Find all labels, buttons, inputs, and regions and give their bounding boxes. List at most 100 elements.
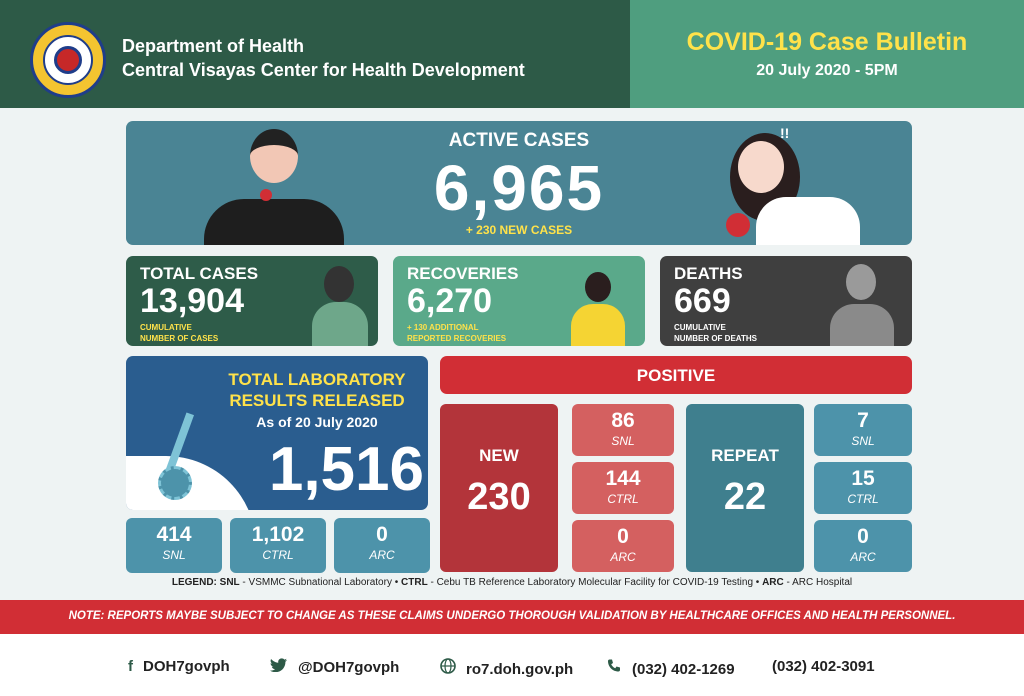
lab-arc-label: ARC <box>369 548 395 562</box>
new-positive-box: NEW 230 <box>440 404 558 572</box>
legend-snl-text: - VSMMC Subnational Laboratory • <box>239 577 402 588</box>
phone-contact[interactable]: (032) 402-1269 <box>606 658 735 678</box>
positive-header: POSITIVE <box>440 356 912 394</box>
new-snl-value: 86 <box>611 409 635 432</box>
new-arc-value: 0 <box>617 525 629 548</box>
org-line-2: Central Visayas Center for Health Develo… <box>122 60 525 80</box>
footer-contacts: f DOH7govph @DOH7govph ro7.doh.gov.ph (03… <box>0 634 1024 696</box>
happy-person-illustration <box>557 266 641 346</box>
facebook-handle: DOH7govph <box>143 658 230 675</box>
org-line-1: Department of Health <box>122 36 305 56</box>
phone-contact-2[interactable]: (032) 402-3091 <box>772 658 875 675</box>
grey-person-illustration <box>824 264 900 346</box>
bulletin-title: COVID-19 Case Bulletin <box>686 28 968 56</box>
lab-title: TOTAL LABORATORY RESULTS RELEASED <box>212 369 422 411</box>
repeat-positive-box: REPEAT 22 <box>686 404 804 572</box>
recoveries-card: RECOVERIES 6,270 + 130 ADDITIONAL REPORT… <box>393 256 645 346</box>
repeat-snl-label: SNL <box>851 434 875 448</box>
facebook-link[interactable]: f DOH7govph <box>128 658 230 675</box>
legend-arc-key: ARC <box>762 577 784 588</box>
virus-test-illustration <box>148 412 208 502</box>
recoveries-note-line1: + 130 ADDITIONAL <box>407 323 479 332</box>
deaths-value: 669 <box>674 282 731 320</box>
repeat-label: REPEAT <box>711 446 779 465</box>
legend-arc-text: - ARC Hospital <box>783 577 853 588</box>
repeat-value: 22 <box>723 476 767 518</box>
total-note-line1: CUMULATIVE <box>140 323 192 332</box>
legend-snl-key: SNL <box>219 577 240 588</box>
disclaimer-text: NOTE: REPORTS MAYBE SUBJECT TO CHANGE AS… <box>68 610 956 622</box>
bulletin-date: 20 July 2020 - 5PM <box>756 62 898 79</box>
lab-arc-value: 0 <box>376 523 388 546</box>
lab-tile-ctrl: 1,102 CTRL <box>230 518 326 573</box>
facebook-icon: f <box>128 658 133 675</box>
active-cases-label: ACTIVE CASES <box>448 130 590 151</box>
repeat-snl-value: 7 <box>857 409 869 432</box>
phone-number-1: (032) 402-1269 <box>632 661 735 678</box>
recoveries-note-line2: REPORTED RECOVERIES <box>407 334 507 343</box>
lab-title-line1: TOTAL LABORATORY <box>228 370 406 389</box>
doh-seal-logo <box>30 22 106 98</box>
disclaimer-bar: NOTE: REPORTS MAYBE SUBJECT TO CHANGE AS… <box>0 600 1024 634</box>
new-arc-label: ARC <box>610 550 636 564</box>
deaths-card: DEATHS 669 CUMULATIVE NUMBER OF DEATHS <box>660 256 912 346</box>
phone-icon <box>606 658 622 678</box>
new-snl-label: SNL <box>611 434 635 448</box>
legend-prefix: LEGEND: <box>171 577 217 588</box>
lab-snl-label: SNL <box>162 548 186 562</box>
website-link[interactable]: ro7.doh.gov.ph <box>440 658 573 678</box>
legend-ctrl-text: - Cebu TB Reference Laboratory Molecular… <box>427 577 763 588</box>
deaths-note-line2: NUMBER OF DEATHS <box>674 334 757 343</box>
active-cases-value: 6,965 <box>433 152 605 224</box>
repeat-ctrl-value: 15 <box>851 467 875 490</box>
website-url: ro7.doh.gov.ph <box>466 661 574 678</box>
deaths-note: CUMULATIVE NUMBER OF DEATHS <box>674 322 757 344</box>
new-tile-ctrl: 144 CTRL <box>572 462 674 514</box>
lab-as-of-date: As of 20 July 2020 <box>256 414 378 430</box>
new-value: 230 <box>467 476 531 518</box>
recoveries-note: + 130 ADDITIONAL REPORTED RECOVERIES <box>407 322 506 344</box>
new-ctrl-value: 144 <box>605 467 641 490</box>
new-tile-arc: 0 ARC <box>572 520 674 572</box>
lab-ctrl-label: CTRL <box>262 548 294 562</box>
recoveries-label: RECOVERIES <box>407 264 519 283</box>
globe-icon <box>440 658 456 678</box>
new-tile-snl: 86 SNL <box>572 404 674 456</box>
twitter-link[interactable]: @DOH7govph <box>270 658 399 676</box>
total-cases-note: CUMULATIVE NUMBER OF CASES <box>140 322 218 344</box>
repeat-tile-arc: 0 ARC <box>814 520 912 572</box>
header-bar: Department of Health Central Visayas Cen… <box>0 0 630 108</box>
repeat-arc-value: 0 <box>857 525 869 548</box>
total-cases-card: TOTAL CASES 13,904 CUMULATIVE NUMBER OF … <box>126 256 378 346</box>
deaths-label: DEATHS <box>674 264 743 283</box>
lab-tile-arc: 0 ARC <box>334 518 430 573</box>
legend-ctrl-key: CTRL <box>401 577 428 588</box>
lab-total-value: 1,516 <box>268 435 424 504</box>
bulletin-header: COVID-19 Case Bulletin 20 July 2020 - 5P… <box>630 0 1024 108</box>
repeat-tile-ctrl: 15 CTRL <box>814 462 912 514</box>
active-cases-panel: ACTIVE CASES 6,965 + 230 NEW CASES !! <box>126 121 912 245</box>
recoveries-value: 6,270 <box>407 282 493 320</box>
organization-name: Department of Health Central Visayas Cen… <box>122 34 525 82</box>
total-note-line2: NUMBER OF CASES <box>140 334 219 343</box>
lab-ctrl-value: 1,102 <box>251 523 305 546</box>
twitter-handle: @DOH7govph <box>298 659 400 676</box>
new-label: NEW <box>479 446 519 465</box>
phone-number-2: (032) 402-3091 <box>772 658 875 675</box>
person-illustration <box>198 129 348 245</box>
twitter-icon <box>270 658 288 676</box>
deaths-note-line1: CUMULATIVE <box>674 323 726 332</box>
lab-snl-value: 414 <box>156 523 192 546</box>
total-cases-value: 13,904 <box>140 282 244 320</box>
lab-tile-snl: 414 SNL <box>126 518 222 573</box>
legend: LEGEND: SNL - VSMMC Subnational Laborato… <box>0 577 1024 588</box>
new-ctrl-label: CTRL <box>607 492 639 506</box>
woman-illustration <box>306 266 376 346</box>
lab-title-line2: RESULTS RELEASED <box>229 391 405 410</box>
coughing-person-illustration: !! <box>716 125 906 245</box>
repeat-ctrl-label: CTRL <box>847 492 879 506</box>
exclamation-mark: !! <box>780 125 790 141</box>
repeat-arc-label: ARC <box>850 550 876 564</box>
laboratory-results-panel: TOTAL LABORATORY RESULTS RELEASED As of … <box>126 356 428 510</box>
total-cases-label: TOTAL CASES <box>140 264 259 283</box>
